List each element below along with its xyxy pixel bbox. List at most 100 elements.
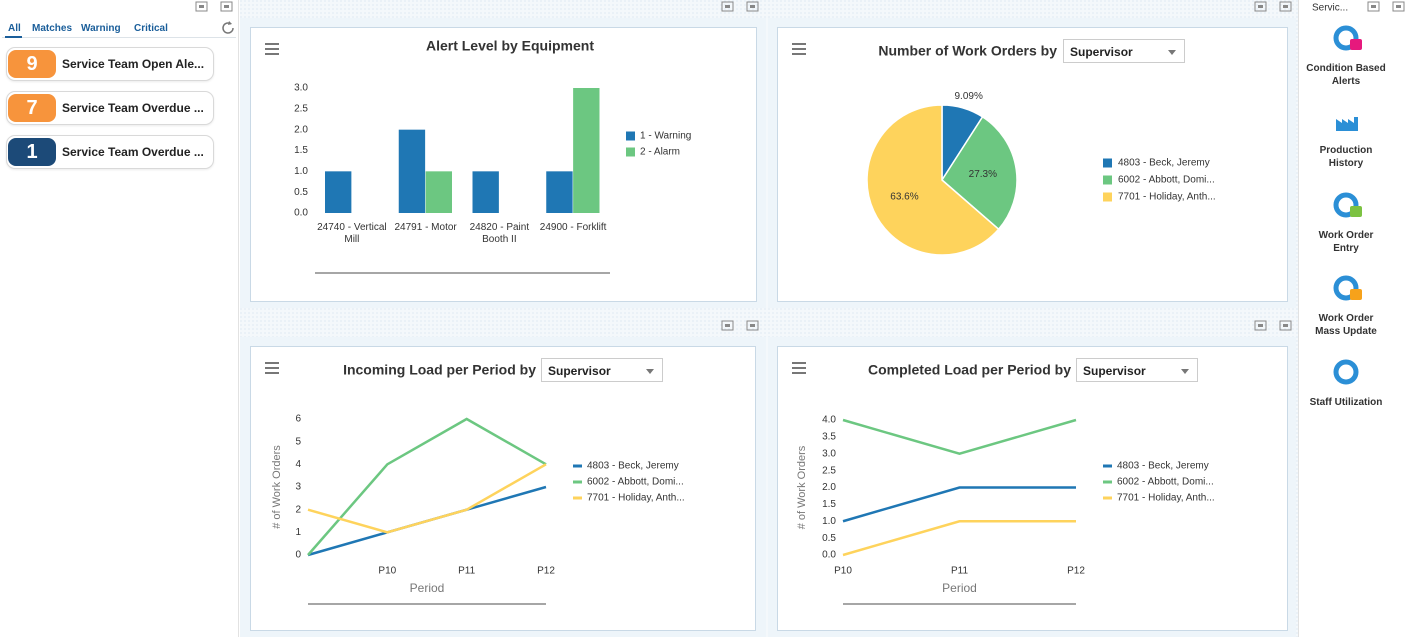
add-icon[interactable] — [746, 320, 759, 331]
menu-icon[interactable] — [792, 362, 806, 374]
expand-icon[interactable] — [1254, 1, 1267, 12]
cycle-core — [1341, 200, 1351, 210]
icon-detail — [725, 5, 730, 8]
app-badge — [1350, 39, 1362, 50]
y-tick-label: 3.0 — [822, 448, 836, 459]
legend-label: 2 - Alarm — [640, 147, 680, 158]
add-icon[interactable] — [1279, 1, 1292, 12]
icon-frame — [220, 1, 233, 12]
series-line — [842, 520, 1076, 557]
dropdown[interactable]: Supervisor — [541, 358, 663, 382]
icon-detail — [1258, 324, 1263, 327]
bar — [425, 171, 452, 213]
factory-glyph — [1336, 117, 1358, 131]
y-tick-label: 0.0 — [822, 550, 836, 561]
app-label[interactable]: Production History — [1319, 145, 1373, 169]
add-icon[interactable] — [746, 1, 759, 12]
chart-title: Number of Work Orders by — [878, 43, 1057, 59]
legend-label: 1 - Warning — [640, 131, 691, 142]
legend-label: 7701 - Holiday, Anth... — [1117, 493, 1215, 504]
icon-frame — [1279, 1, 1292, 12]
app-icon[interactable] — [1336, 117, 1358, 131]
expand-icon[interactable] — [1367, 1, 1380, 12]
x-tick-label: 24740 - Vertical Mill — [317, 222, 387, 245]
expand-icon[interactable] — [195, 1, 208, 12]
icon-frame — [1392, 1, 1405, 12]
y-tick-label: 4 — [295, 459, 301, 470]
cycle-glyph — [1333, 359, 1359, 385]
x-tick-label: P11 — [951, 566, 968, 577]
icon-frame — [746, 1, 759, 12]
cycle-core — [1341, 367, 1351, 377]
series-line — [842, 418, 1077, 456]
expand-icon[interactable] — [721, 1, 734, 12]
series-line — [307, 463, 547, 534]
y-tick-label: 5 — [295, 436, 301, 447]
tab[interactable]: Warning — [81, 23, 121, 34]
app-icons — [1333, 25, 1362, 385]
tab[interactable]: Critical — [134, 23, 168, 34]
legend-label: 4803 - Beck, Jeremy — [587, 461, 679, 472]
icon-detail — [1396, 5, 1401, 8]
alert-card[interactable]: 7 Service Team Overdue ... — [6, 91, 214, 125]
slice-label: 27.3% — [969, 169, 997, 180]
x-tick-label: P12 — [537, 566, 555, 577]
y-tick-label: 2 — [295, 504, 301, 515]
legend-label: 7701 - Holiday, Anth... — [1118, 192, 1216, 203]
alert-label: Service Team Open Ale... — [62, 57, 205, 71]
x-axis-label: Period — [410, 581, 445, 595]
menu-icon[interactable] — [792, 43, 806, 55]
app-label[interactable]: Work Order Mass Update — [1315, 313, 1377, 337]
expand-icon[interactable] — [1254, 320, 1267, 331]
tab[interactable]: All — [8, 23, 21, 34]
expand-icon[interactable] — [721, 320, 734, 331]
y-tick-label: 1 — [295, 527, 301, 538]
bar — [325, 171, 352, 213]
alert-label: Service Team Overdue ... — [62, 101, 204, 115]
app-label[interactable]: Work Order Entry — [1318, 230, 1374, 254]
chart-card — [777, 27, 1288, 302]
add-icon[interactable] — [1279, 320, 1292, 331]
bar — [573, 88, 600, 213]
legend-swatch — [626, 131, 635, 141]
y-tick-label: 2.5 — [294, 103, 308, 114]
icon-detail — [199, 5, 204, 8]
series-line — [842, 486, 1076, 523]
dropdown[interactable]: Supervisor — [1063, 39, 1185, 63]
menu-icon[interactable] — [265, 43, 279, 55]
app-icon[interactable] — [1333, 25, 1362, 51]
add-icon[interactable] — [220, 1, 233, 12]
legend-swatch — [626, 147, 635, 157]
dropdown[interactable]: Supervisor — [1076, 358, 1198, 382]
legend-label: 4803 - Beck, Jeremy — [1118, 158, 1210, 169]
slice-label: 63.6% — [890, 192, 918, 203]
app-icon[interactable] — [1333, 275, 1362, 301]
app-label[interactable]: Condition Based Alerts — [1306, 63, 1386, 87]
x-tick-label: P10 — [834, 566, 852, 577]
alert-card[interactable]: 1 Service Team Overdue ... — [6, 135, 214, 169]
app-icon[interactable] — [1333, 359, 1359, 385]
x-tick-label: 24900 - Forklift — [539, 222, 607, 233]
x-tick-label: 24791 - Motor — [394, 222, 457, 233]
alert-count: 7 — [8, 94, 56, 122]
chart-card — [250, 27, 757, 302]
menu-icon[interactable] — [265, 362, 279, 374]
app-badge — [1350, 206, 1362, 217]
toolbar — [195, 1, 1405, 331]
y-tick-label: 1.5 — [294, 145, 308, 156]
cycle-core — [1341, 33, 1351, 43]
side-panel-title: Servic... — [1312, 3, 1348, 14]
app-label[interactable]: Staff Utilization — [1309, 397, 1383, 408]
icon-frame — [746, 320, 759, 331]
slice-label: 9.09% — [955, 91, 983, 102]
tab[interactable]: Matches — [32, 23, 73, 34]
app-icon[interactable] — [1333, 192, 1362, 218]
refresh-icon[interactable] — [222, 21, 234, 34]
add-icon[interactable] — [1392, 1, 1405, 12]
legend-swatch — [1103, 158, 1112, 168]
icon-frame — [1279, 320, 1292, 331]
y-tick-label: 0.5 — [822, 533, 836, 544]
alert-card[interactable]: 9 Service Team Open Ale... — [6, 47, 214, 81]
